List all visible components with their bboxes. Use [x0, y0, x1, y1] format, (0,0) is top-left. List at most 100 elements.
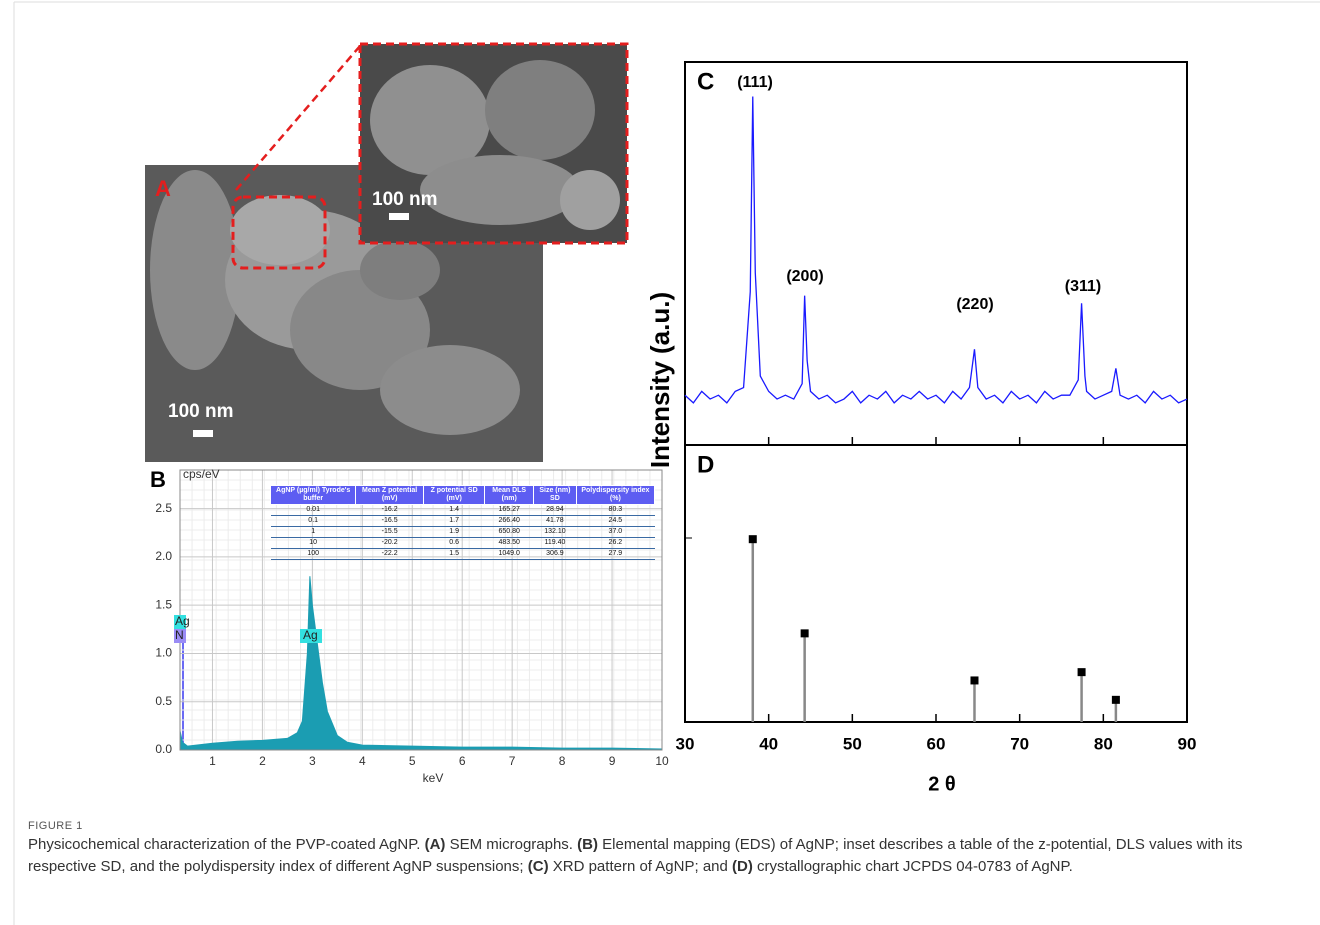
x-tick-label: 30: [676, 734, 695, 753]
table-cell: -16.5: [355, 515, 424, 527]
y-tick-label: 2.0: [155, 549, 172, 563]
table-cell: -22.2: [355, 548, 424, 560]
table-row: 1 -15.5 1.9 650.80 132.10 37.0: [270, 526, 655, 538]
caption-text: Elemental mapping (EDS) of AgNP; inset d…: [28, 836, 1243, 875]
table-cell: 650.80: [484, 526, 534, 538]
table-cell: 1.9: [423, 526, 485, 538]
x-tick-label: 1: [209, 754, 216, 768]
x-tick-label: 50: [843, 734, 862, 753]
caption-text: SEM micrographs.: [449, 836, 573, 853]
table-cell: 1.4: [423, 504, 485, 516]
x-tick-label: 2: [259, 754, 266, 768]
peak-label: (220): [956, 296, 993, 313]
table-cell: 1.7: [423, 515, 485, 527]
annotation-box: [174, 615, 186, 629]
sem-inset: 100 nm: [358, 42, 629, 245]
x-axis-label: keV: [423, 771, 444, 785]
x-tick-label: 60: [927, 734, 946, 753]
table-header: Mean Z potential (mV): [355, 485, 424, 505]
y-tick-label: 1.5: [155, 597, 172, 611]
caption-ref: (A): [424, 836, 446, 853]
table-header: Size (nm) SD: [533, 485, 577, 505]
y-axis-label: Intensity (a.u.): [645, 292, 675, 468]
stem-head: [1077, 668, 1086, 677]
x-tick-label: 40: [759, 734, 778, 753]
table-header: Polydispersity index (%): [575, 485, 656, 505]
table-cell: -20.2: [355, 537, 424, 549]
panel-label: D: [697, 451, 714, 478]
stem-head: [1111, 695, 1120, 704]
caption-text: crystallographic chart JCPDS 04-0783 of …: [757, 858, 1073, 875]
table-cell: 27.9: [576, 548, 655, 560]
plot-frame: [684, 61, 1188, 446]
x-tick-label: 90: [1178, 734, 1197, 753]
peak-label: (111): [737, 74, 773, 91]
annotation-box: [300, 629, 322, 643]
table-cell: 37.0: [576, 526, 655, 538]
table-row: 100 -22.2 1.5 1049.0 306.9 27.9: [270, 548, 655, 560]
x-tick-label: 3: [309, 754, 316, 768]
annotation: Ag: [303, 628, 318, 642]
annotation-box: [174, 629, 186, 643]
peak-label: (311): [1065, 278, 1101, 295]
x-tick-label: 10: [655, 754, 669, 768]
y-tick-label: 1.0: [155, 646, 172, 660]
table-cell: 306.9: [533, 548, 577, 560]
x-tick-label: 7: [509, 754, 516, 768]
y-tick-label: 2.5: [155, 501, 172, 515]
table-cell: 0.6: [423, 537, 485, 549]
table-cell: 119.40: [533, 537, 577, 549]
peak-label: (200): [786, 268, 823, 285]
table-cell: -15.5: [355, 526, 424, 538]
annotation: Ag: [175, 614, 190, 628]
table-cell: 26.2: [576, 537, 655, 549]
y-axis-label: cps/eV: [183, 467, 220, 481]
table-cell: 100: [270, 548, 356, 560]
table-cell: 483.50: [484, 537, 534, 549]
table-row: 10 -20.2 0.6 483.50 119.40 26.2: [270, 537, 655, 549]
x-tick-label: 5: [409, 754, 416, 768]
annotation: N: [175, 628, 184, 642]
table-cell: 1.5: [423, 548, 485, 560]
caption-label: FIGURE 1: [28, 820, 83, 832]
table-cell: 28.94: [533, 504, 577, 516]
table-cell: 165.27: [484, 504, 534, 516]
plot-frame: [684, 444, 1188, 723]
x-axis-label: 2 θ: [928, 773, 956, 795]
x-tick-label: 80: [1094, 734, 1113, 753]
table-cell: -16.2: [355, 504, 424, 516]
table-header: AgNP (µg/ml) Tyrode's buffer: [269, 485, 357, 505]
y-tick-label: 0.0: [155, 742, 172, 756]
scale-label: 100 nm: [372, 189, 437, 210]
table-cell: 10: [270, 537, 356, 549]
x-tick-label: 8: [559, 754, 566, 768]
table-row: 0.1 -16.5 1.7 266.40 41.78 24.5: [270, 515, 655, 527]
caption: FIGURE 1 Physicochemical characterizatio…: [28, 818, 1303, 878]
stem-head: [970, 676, 979, 685]
y-tick-label: 0.5: [155, 694, 172, 708]
caption-ref: (B): [577, 836, 598, 853]
table-cell: 0.1: [270, 515, 356, 527]
panel-label: A: [155, 176, 171, 201]
stem-head: [800, 629, 809, 638]
table-cell: 1049.0: [484, 548, 534, 560]
table-cell: 0.01: [270, 504, 356, 516]
caption-text: XRD pattern of AgNP; and: [552, 858, 728, 875]
caption-ref: (C): [527, 858, 549, 875]
table-row: 0.01 -16.2 1.4 165.27 28.94 80.3: [270, 504, 655, 516]
plot-frame: [179, 469, 663, 751]
table-cell: 24.5: [576, 515, 655, 527]
table-cell: 41.78: [533, 515, 577, 527]
xrd-line: [684, 96, 1188, 404]
table-cell: 266.40: [484, 515, 534, 527]
stem-head: [748, 535, 757, 544]
caption-ref: (D): [732, 858, 753, 875]
x-tick-label: 70: [1010, 734, 1029, 753]
table-header: Z potential SD (mV): [422, 485, 486, 505]
caption-text: Physicochemical characterization of the …: [28, 836, 421, 853]
table-cell: 132.10: [533, 526, 577, 538]
table-cell: 80.3: [576, 504, 655, 516]
panel-label: C: [697, 68, 714, 95]
table-cell: 1: [270, 526, 356, 538]
